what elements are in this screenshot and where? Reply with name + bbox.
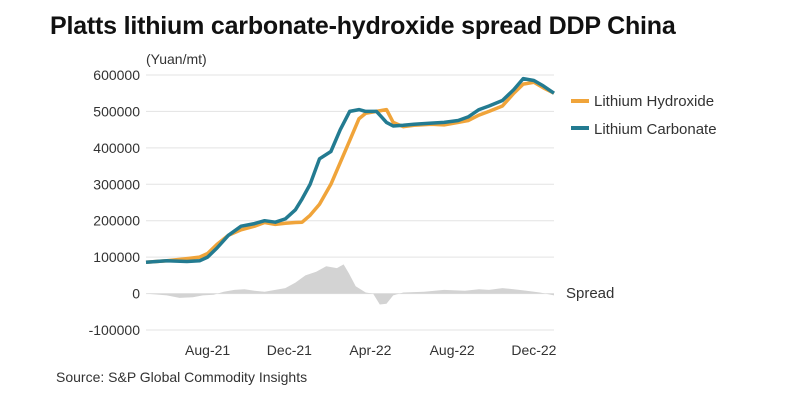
x-tick-label: Aug-21 [185,342,230,358]
y-axis-unit-label: (Yuan/mt) [146,51,207,67]
y-tick-label: 0 [132,286,140,302]
y-tick-label: -100000 [89,322,141,338]
series-line-lithium-carbonate [145,76,555,264]
y-tick-label: 100000 [93,249,140,265]
series-line-lithium-hydroxide [145,80,555,264]
y-axis-ticks: 600000 500000 400000 300000 200000 100000 0 -10… [89,67,141,338]
chart-title: Platts lithium carbonate-hydroxide sprea… [50,12,676,40]
spread-area [146,264,554,305]
x-tick-label: Dec-22 [511,342,556,358]
y-tick-label: 500000 [93,103,140,119]
y-tick-label: 400000 [93,140,140,156]
spread-annotation: Spread [566,285,614,302]
x-tick-label: Dec-21 [267,342,312,358]
legend-label-lithium-carbonate: Lithium Carbonate [594,121,717,138]
x-axis-ticks: Aug-21 Dec-21 Apr-22 Aug-22 Dec-22 [185,342,557,358]
y-tick-label: 300000 [93,176,140,192]
x-tick-label: Apr-22 [349,342,391,358]
source-note: Source: S&P Global Commodity Insights [56,369,308,385]
legend: Lithium Hydroxide Lithium Carbonate [571,93,717,138]
y-tick-label: 200000 [93,213,140,229]
x-tick-label: Aug-22 [430,342,475,358]
y-tick-label: 600000 [93,67,140,83]
legend-label-lithium-hydroxide: Lithium Hydroxide [594,93,714,110]
